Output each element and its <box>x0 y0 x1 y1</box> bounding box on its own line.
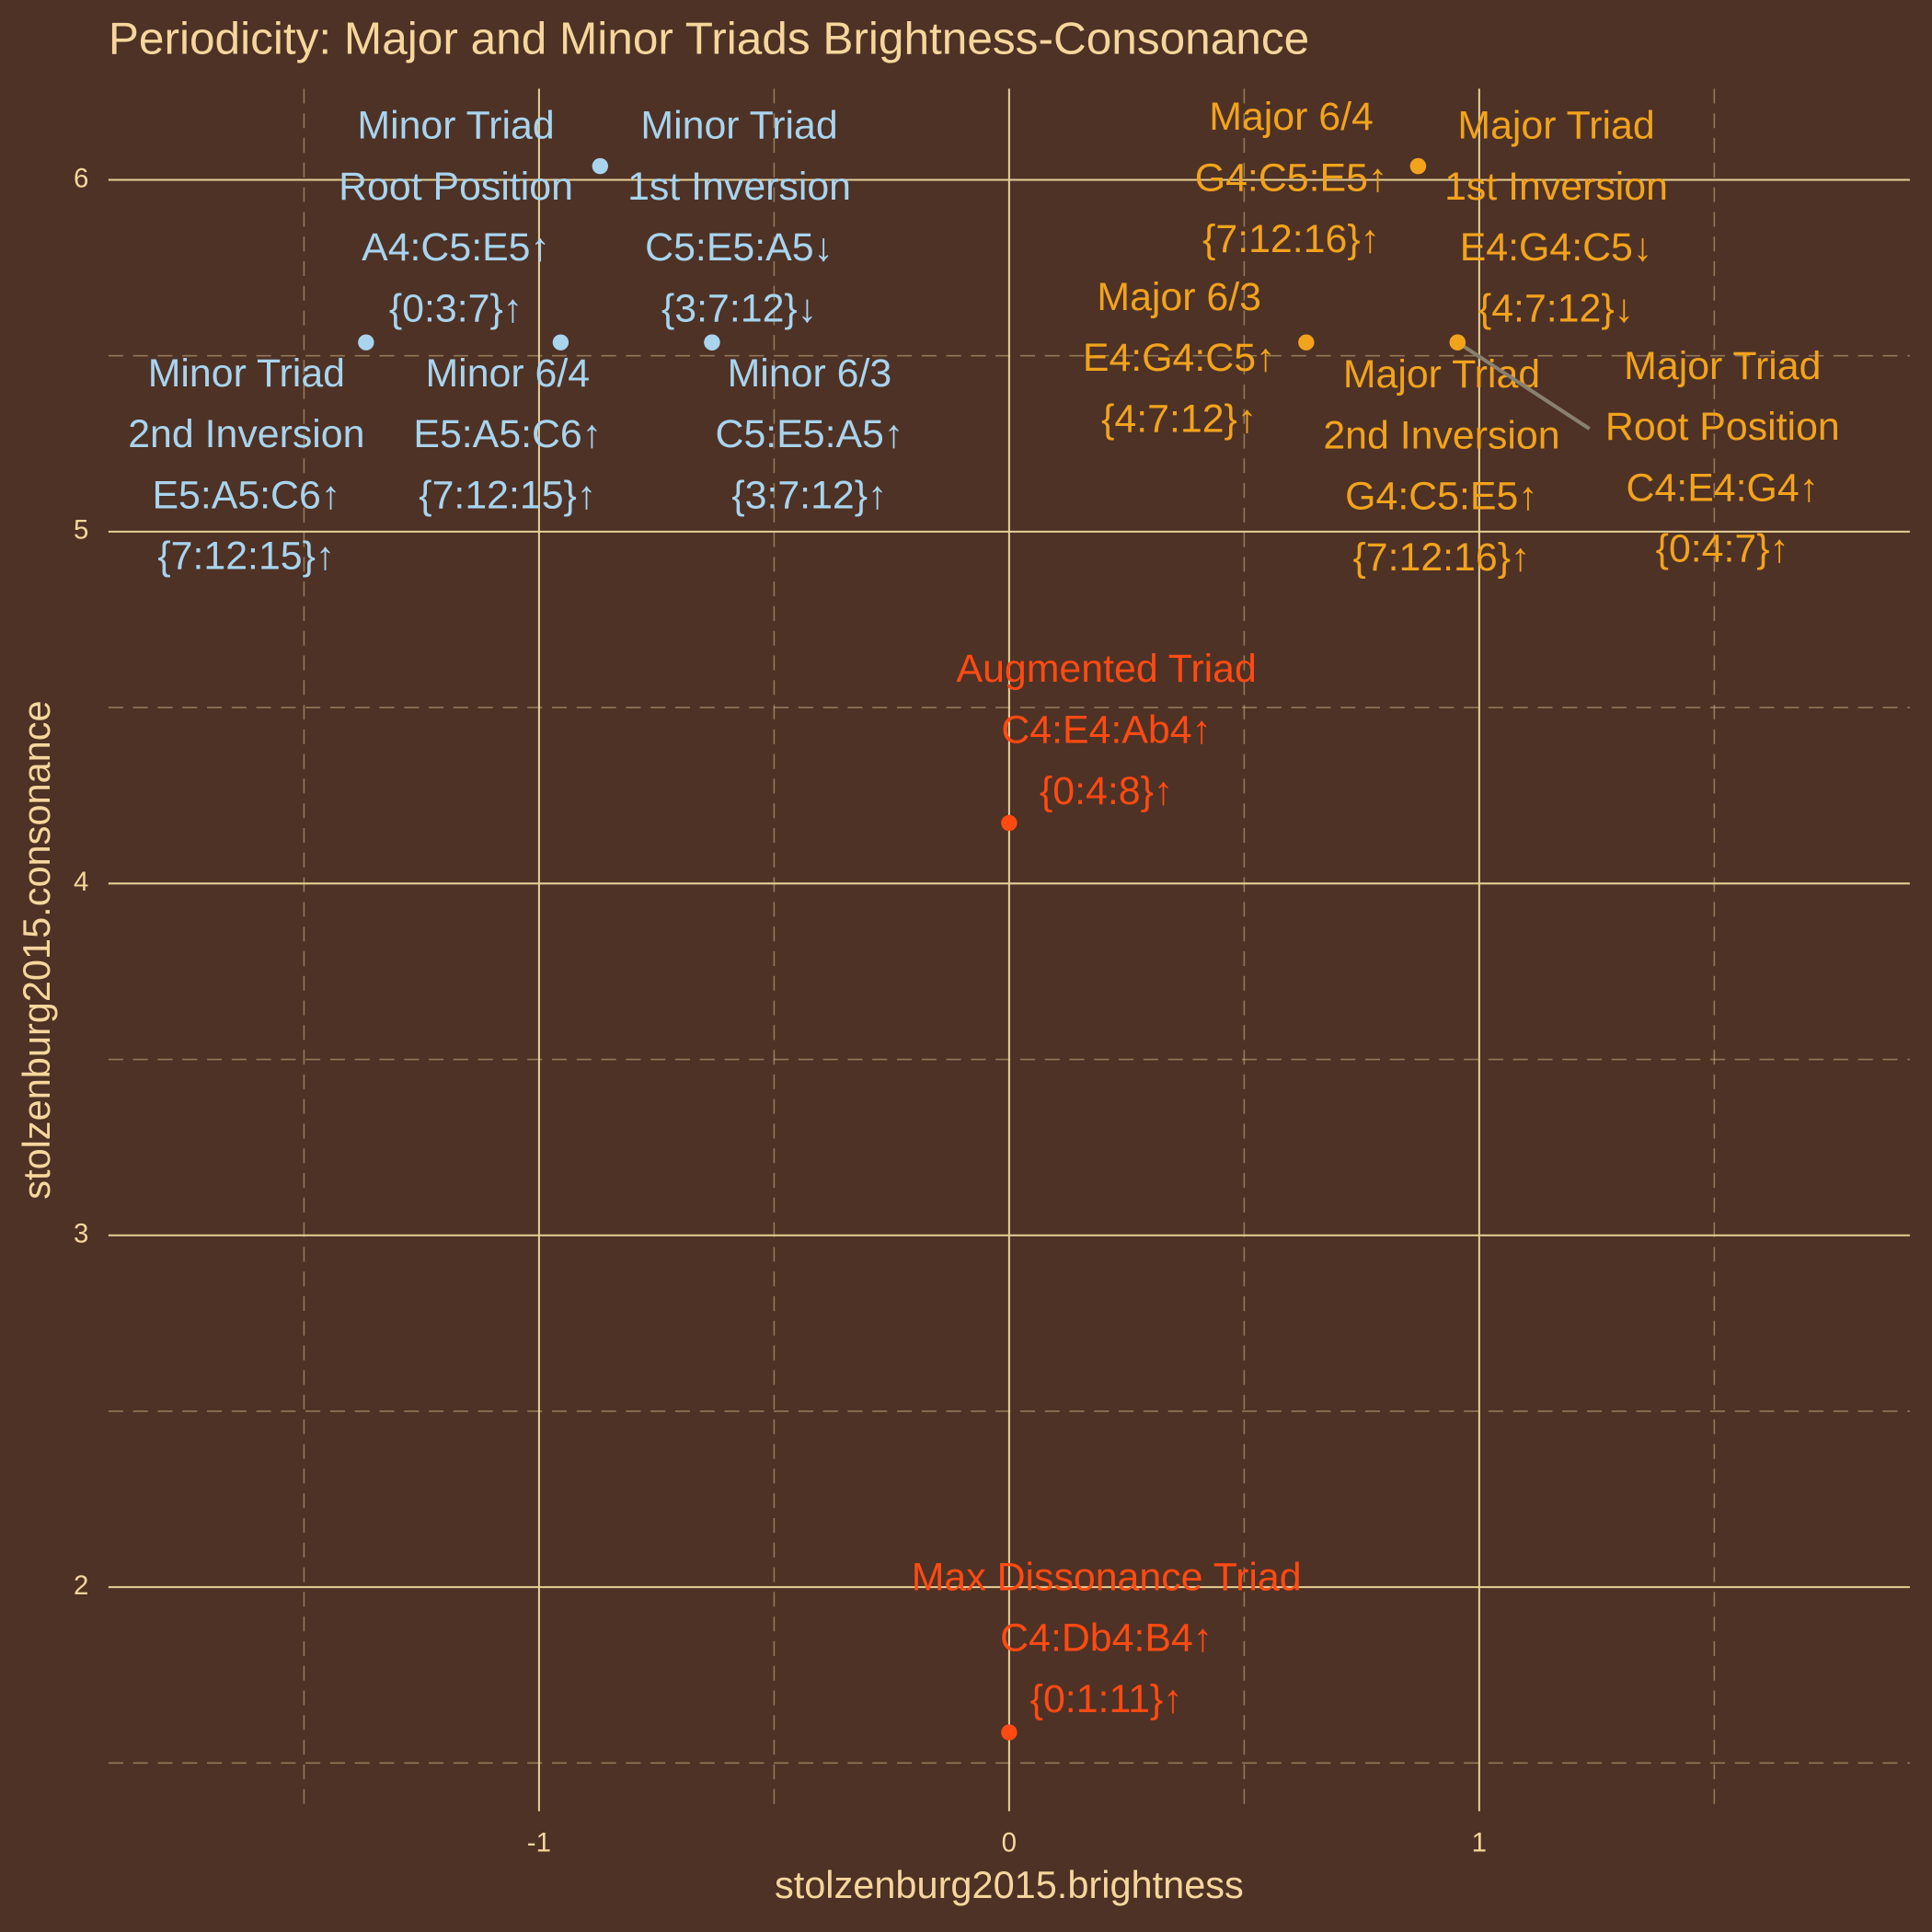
point-label: Max Dissonance Triad <box>912 1555 1302 1599</box>
y-tick-label: 4 <box>74 867 88 897</box>
chart-title: Periodicity: Major and Minor Triads Brig… <box>109 13 1309 64</box>
point-label: A4:C5:E5↑ <box>362 225 550 270</box>
point-label: {7:12:16}↑ <box>1202 217 1380 261</box>
point-label: {0:4:8}↑ <box>1040 769 1173 813</box>
point-label: Major Triad <box>1624 344 1821 388</box>
x-tick-label: 1 <box>1472 1828 1487 1858</box>
point-label: Minor 6/4 <box>425 351 590 396</box>
point-label: Major 6/3 <box>1097 275 1261 319</box>
point-label: Minor Triad <box>357 104 554 148</box>
point-label: C4:E4:G4↑ <box>1627 466 1820 510</box>
point <box>704 334 720 351</box>
y-tick-label: 6 <box>74 163 88 193</box>
point-label: {0:3:7}↑ <box>389 286 523 330</box>
point-label: Minor 6/3 <box>728 351 892 396</box>
point-label: {7:12:16}↑ <box>1352 535 1530 580</box>
point-label: G4:C5:E5↑ <box>1345 475 1538 519</box>
y-tick-label: 5 <box>74 515 88 546</box>
x-tick-label: -1 <box>527 1828 551 1858</box>
point <box>1298 334 1315 351</box>
point-label: Augmented Triad <box>957 647 1257 691</box>
point-label: {4:7:12}↑ <box>1101 397 1257 441</box>
y-axis-title: stolzenburg2015.consonance <box>15 700 58 1199</box>
point-label: C5:E5:A5↓ <box>645 225 834 270</box>
point-label: 1st Inversion <box>1444 165 1668 209</box>
point <box>1001 1724 1018 1741</box>
point-label: C4:E4:Ab4↑ <box>1001 708 1212 753</box>
point-label: Minor Triad <box>148 351 345 396</box>
point <box>1449 334 1466 351</box>
point-label: 2nd Inversion <box>1323 413 1559 457</box>
point-label: Root Position <box>339 165 573 209</box>
point-label: 1st Inversion <box>627 165 851 209</box>
point-label: Root Position <box>1605 405 1840 449</box>
point-label: E4:G4:C5↓ <box>1460 225 1653 270</box>
grid: -1 0 1 2 3 4 5 6 <box>74 88 1910 1858</box>
point-label: {3:7:12}↑ <box>731 473 887 517</box>
point-label: Major Triad <box>1343 352 1540 397</box>
marks: Minor Triad Root Position A4:C5:E5↑ {0:3:7}… <box>128 95 1840 1741</box>
point-label: {7:12:15}↑ <box>157 535 335 579</box>
point <box>1409 157 1427 175</box>
point-label: {3:7:12}↓ <box>661 286 817 330</box>
point-label: 2nd Inversion <box>128 412 364 456</box>
point-label: Minor Triad <box>640 104 837 148</box>
point-label: {4:7:12}↓ <box>1478 286 1634 330</box>
label-connector <box>1456 340 1591 431</box>
point-label: C4:Db4:B4↑ <box>1000 1616 1213 1661</box>
point-label: C5:E5:A5↑ <box>716 412 904 456</box>
point-label: {7:12:15}↑ <box>419 473 596 517</box>
x-axis-title: stolzenburg2015.brightness <box>775 1863 1244 1906</box>
point-label: E5:A5:C6↑ <box>152 473 340 517</box>
y-tick-label: 2 <box>74 1570 88 1601</box>
point-label: E5:A5:C6↑ <box>413 412 602 456</box>
y-tick-label: 3 <box>74 1219 88 1249</box>
point-label: {0:1:11}↑ <box>1030 1677 1183 1721</box>
point <box>358 334 374 351</box>
point-label: G4:C5:E5↑ <box>1195 156 1388 201</box>
point-label: {0:4:7}↑ <box>1656 527 1789 571</box>
point-label: E4:G4:C5↑ <box>1083 336 1276 380</box>
point <box>592 157 609 175</box>
point-label: Major 6/4 <box>1209 95 1374 139</box>
point-label: Major Triad <box>1457 104 1654 148</box>
x-tick-label: 0 <box>1002 1828 1017 1858</box>
point <box>552 334 569 351</box>
point <box>1001 814 1018 832</box>
